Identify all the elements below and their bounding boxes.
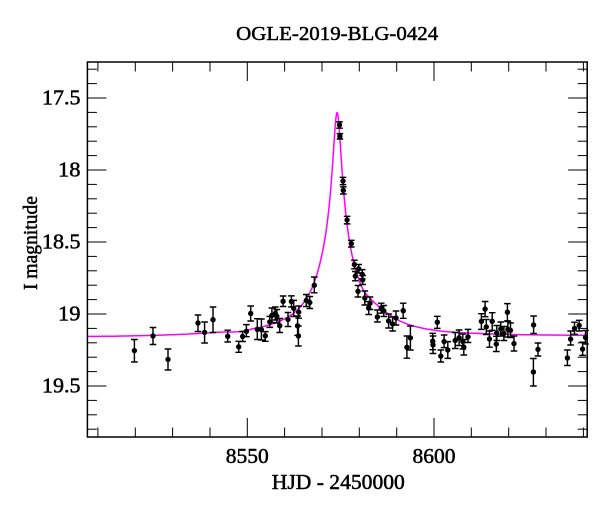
svg-text:18.5: 18.5 (42, 230, 81, 254)
svg-text:18: 18 (58, 158, 81, 182)
svg-text:I magnitude: I magnitude (21, 196, 42, 290)
svg-text:19.5: 19.5 (42, 374, 81, 398)
svg-text:HJD - 2450000: HJD - 2450000 (272, 471, 405, 494)
svg-text:8600: 8600 (413, 444, 456, 468)
svg-text:19: 19 (58, 302, 81, 326)
svg-text:8550: 8550 (226, 444, 269, 468)
svg-text:17.5: 17.5 (42, 86, 81, 110)
svg-text:OGLE-2019-BLG-0424: OGLE-2019-BLG-0424 (236, 23, 438, 45)
